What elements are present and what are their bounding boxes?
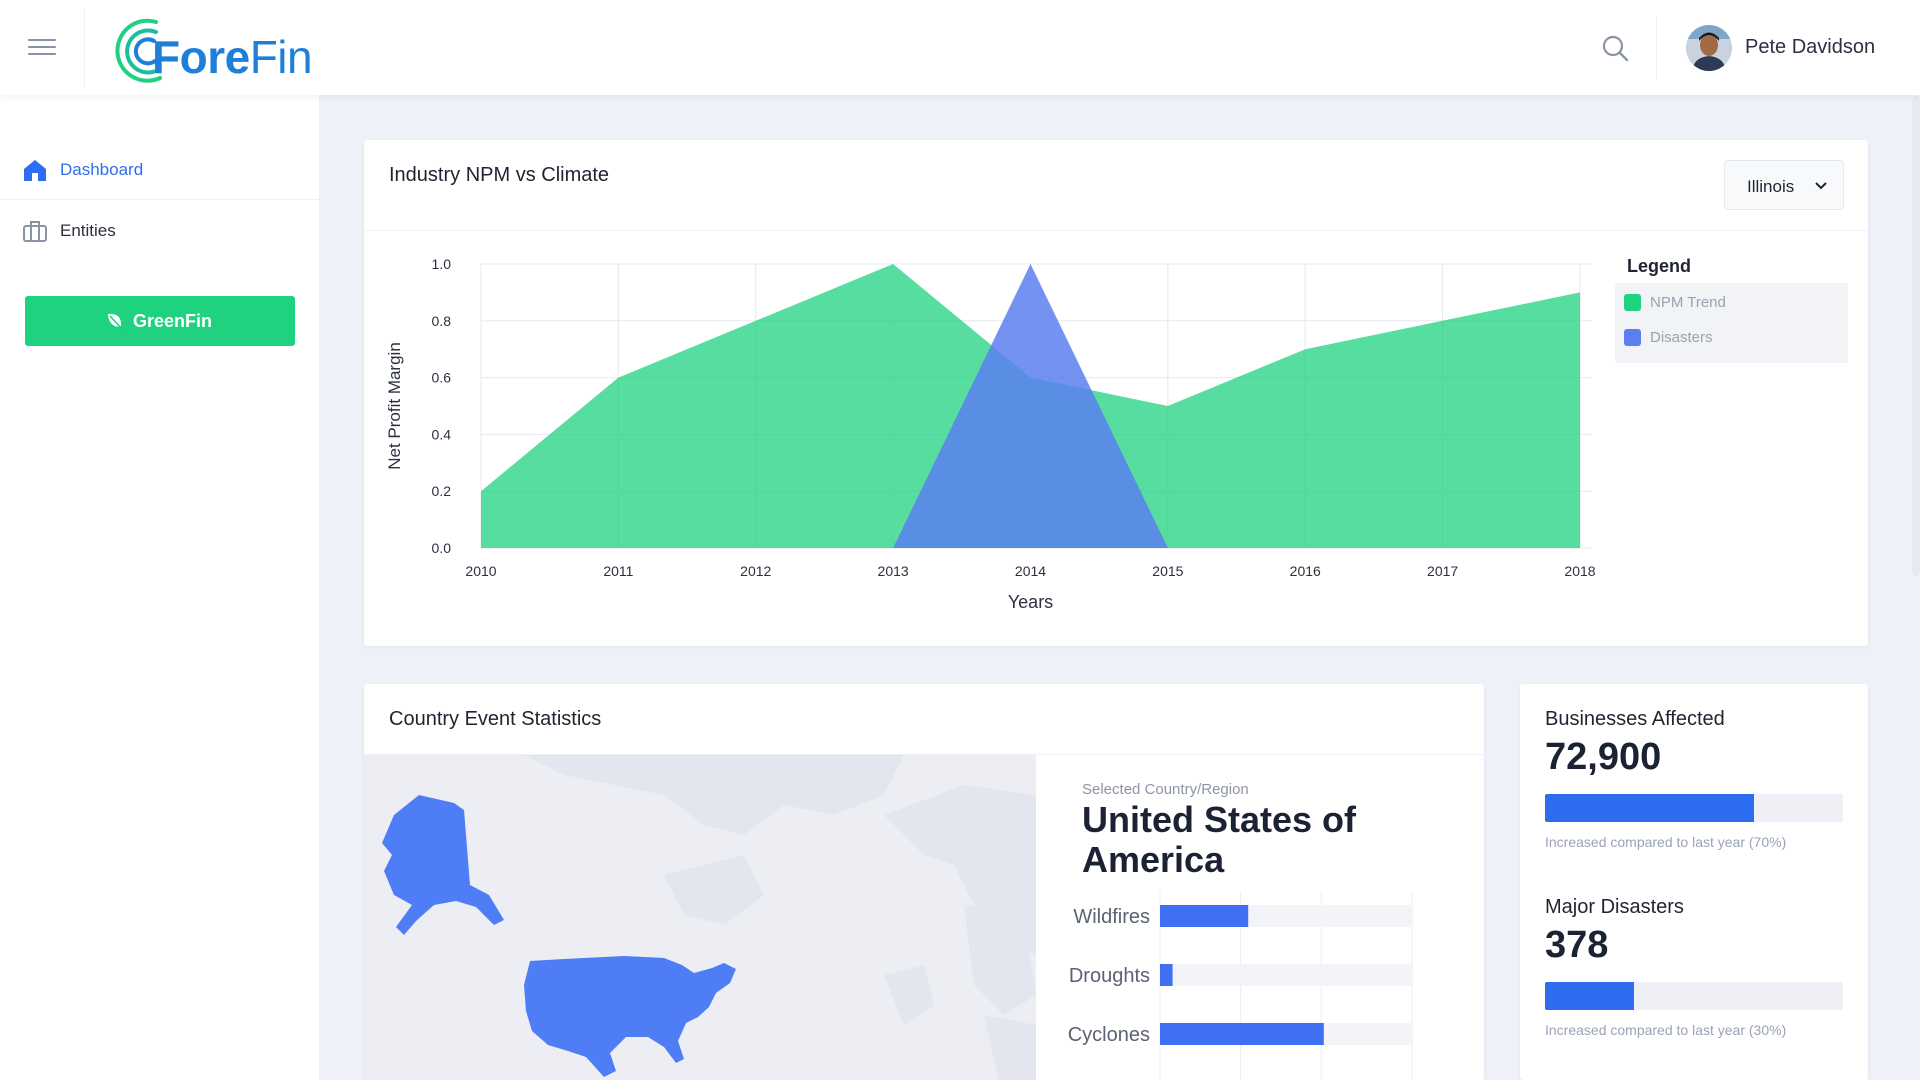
y-tick-label: 0.8	[432, 313, 452, 329]
sidebar-item-entities[interactable]: Entities	[0, 201, 320, 261]
x-axis-label: Years	[1008, 592, 1053, 612]
greenfin-label: GreenFin	[133, 311, 213, 331]
logo-text-fore: Fore	[152, 31, 250, 83]
impact-stats-card: Businesses Affected 72,900 Increased com…	[1520, 684, 1868, 1080]
world-map[interactable]	[364, 755, 1036, 1080]
stat-value-disasters: 378	[1545, 924, 1609, 966]
sidebar-item-dashboard[interactable]: Dashboard	[0, 140, 320, 200]
y-tick-label: 1.0	[432, 256, 452, 272]
forefin-logo[interactable]: ForeFin	[112, 12, 313, 84]
x-tick-label: 2015	[1152, 563, 1183, 579]
region-select-value: Illinois	[1747, 177, 1795, 196]
stat-value-businesses: 72,900	[1545, 736, 1662, 778]
selected-country-name: United States of America	[1082, 799, 1357, 880]
header-divider-right	[1656, 16, 1657, 80]
page-scrollbar[interactable]	[1912, 96, 1920, 576]
briefcase-icon	[23, 221, 47, 242]
stat-title-businesses: Businesses Affected	[1545, 708, 1725, 730]
stat-note-businesses: Increased compared to last year (70%)	[1545, 834, 1787, 850]
card-title: Country Event Statistics	[389, 708, 602, 730]
user-name[interactable]: Pete Davidson	[1745, 36, 1876, 58]
legend-item-disasters[interactable]: Disasters	[1624, 327, 1824, 347]
logo-arc-icon	[115, 18, 162, 83]
npm-area-chart: 0.0 0.2 0.4 0.6 0.8 1.0 2010 2011 2012 2013 2014 20…	[385, 256, 1596, 612]
x-tick-label: 2017	[1427, 563, 1458, 579]
stat-note-disasters: Increased compared to last year (30%)	[1545, 1022, 1787, 1038]
y-tick-label: 0.6	[432, 370, 452, 386]
search-icon[interactable]	[1600, 33, 1630, 63]
npm-climate-card: Industry NPM vs Climate Illinois 0.0 0.2 0…	[364, 140, 1868, 646]
bar-category-label: Wildfires	[1073, 906, 1150, 928]
chevron-down-icon	[1815, 182, 1827, 190]
bar-wildfires[interactable]	[1160, 905, 1249, 927]
bar-category-label: Cyclones	[1068, 1024, 1150, 1046]
area-series-disasters[interactable]	[893, 264, 1168, 548]
world-map-canvas	[382, 755, 1036, 1080]
progress-bar-businesses	[1545, 794, 1843, 822]
home-icon	[24, 160, 46, 181]
legend-item-npm-trend[interactable]: NPM Trend	[1624, 292, 1824, 312]
y-tick-label: 0.0	[432, 540, 452, 556]
progress-bar-disasters	[1545, 982, 1843, 1010]
chart-legend: NPM Trend Disasters	[1615, 283, 1848, 363]
stat-title-disasters: Major Disasters	[1545, 896, 1684, 918]
x-tick-label: 2014	[1015, 563, 1046, 579]
bar-track	[1160, 964, 1412, 986]
bar-droughts[interactable]	[1160, 964, 1173, 986]
x-tick-label: 2016	[1290, 563, 1321, 579]
progress-fill	[1545, 982, 1635, 1010]
logo-text: ForeFin	[152, 31, 313, 83]
progress-fill	[1545, 794, 1754, 822]
card-title: Industry NPM vs Climate	[389, 164, 610, 186]
selected-country-caption: Selected Country/Region	[1082, 781, 1249, 798]
region-select[interactable]: Illinois	[1724, 160, 1844, 210]
card-header-divider	[364, 754, 1484, 755]
x-tick-label: 2011	[603, 563, 633, 579]
legend-label: NPM Trend	[1650, 294, 1726, 311]
bar-category-label: Droughts	[1069, 965, 1150, 987]
legend-label: Disasters	[1650, 329, 1713, 346]
legend-title: Legend	[1627, 256, 1692, 276]
x-tick-label: 2010	[465, 563, 496, 579]
y-axis-label: Net Profit Margin	[385, 342, 404, 470]
menu-icon[interactable]	[28, 37, 56, 57]
y-tick-label: 0.4	[432, 426, 452, 442]
x-tick-label: 2018	[1564, 563, 1595, 579]
event-bar-chart: Wildfires Droughts Cyclones	[1068, 892, 1413, 1080]
card-header-divider	[364, 230, 1868, 231]
leaf-icon	[108, 313, 123, 330]
logo-text-fin: Fin	[249, 31, 313, 83]
legend-swatch	[1624, 294, 1641, 311]
country-stats-card: Country Event Statistics Selected Countr…	[364, 684, 1484, 1080]
bar-cyclones[interactable]	[1160, 1023, 1324, 1045]
header-divider	[84, 10, 85, 86]
top-bar: ForeFin Pete Davidson	[0, 0, 1920, 95]
greenfin-button[interactable]: GreenFin	[25, 296, 295, 346]
y-tick-label: 0.2	[432, 483, 452, 499]
x-tick-label: 2013	[878, 563, 909, 579]
avatar[interactable]	[1686, 25, 1732, 71]
sidebar: Dashboard Entities GreenFin	[0, 95, 320, 1080]
sidebar-item-label: Entities	[60, 221, 116, 240]
sidebar-item-label: Dashboard	[60, 160, 144, 179]
x-tick-label: 2012	[740, 563, 771, 579]
legend-swatch	[1624, 329, 1641, 346]
